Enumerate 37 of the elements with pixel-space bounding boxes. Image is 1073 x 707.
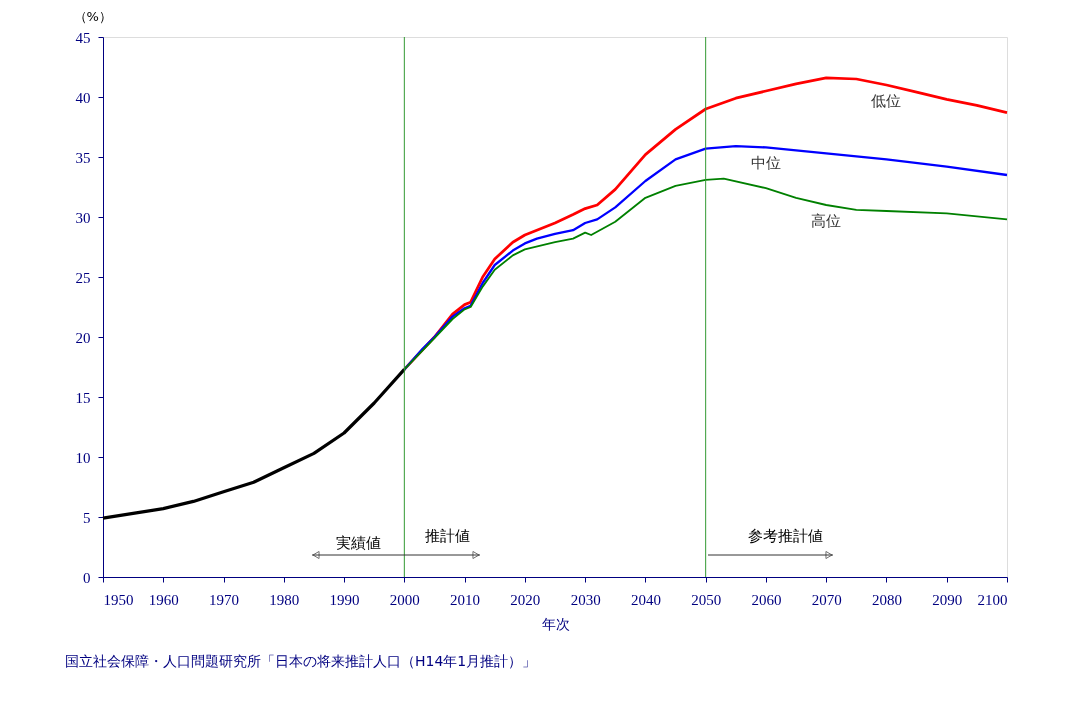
annotation: 実績値 — [335, 534, 381, 552]
y-tick-label: 10 — [75, 449, 91, 466]
x-tick-label: 1980 — [269, 591, 300, 608]
x-tick-label: 2080 — [871, 591, 902, 608]
x-tick-label: 2030 — [570, 591, 601, 608]
series-label: 高位 — [811, 212, 842, 230]
x-tick-label: 1960 — [148, 591, 179, 608]
x-tick-label: 1950 — [103, 591, 134, 608]
x-tick-label: 1970 — [209, 591, 240, 608]
line-series — [101, 367, 406, 520]
line-series — [402, 76, 1009, 371]
x-tick-label: 2090 — [932, 591, 963, 608]
x-tick-label: 2050 — [691, 591, 722, 608]
x-tick-label: 2060 — [751, 591, 782, 608]
y-tick-label: 5 — [83, 509, 91, 526]
y-tick-label: 45 — [75, 29, 91, 46]
x-tick-label: 2020 — [510, 591, 541, 608]
y-tick-label: 35 — [75, 149, 91, 166]
y-tick-label: 25 — [75, 269, 91, 286]
x-tick-label: 2040 — [630, 591, 661, 608]
series-label: 低位 — [871, 92, 902, 110]
x-tick-label: 1990 — [329, 591, 360, 608]
x-axis-title: 年次 — [541, 615, 570, 632]
y-tick-label: 15 — [75, 389, 91, 406]
x-tick-label: 2010 — [450, 591, 481, 608]
annotation: 参考推計値 — [747, 527, 823, 545]
x-tick-label: 2000 — [389, 591, 420, 608]
text: 国立社会保障・人口問題研究所「日本の将来推計人口（H14年1月推計）」 — [65, 653, 537, 669]
annotation: 推計値 — [424, 527, 470, 545]
series-label: 中位 — [750, 154, 781, 173]
x-tick-label: 2100 — [977, 591, 1008, 608]
y-tick-label: 40 — [75, 89, 91, 106]
y-tick-label: 30 — [75, 209, 91, 226]
y-axis-title: （%） — [73, 8, 112, 24]
x-tick-label: 2070 — [811, 591, 842, 608]
y-tick-label: 20 — [75, 329, 91, 346]
y-tick-label: 0 — [83, 569, 91, 586]
